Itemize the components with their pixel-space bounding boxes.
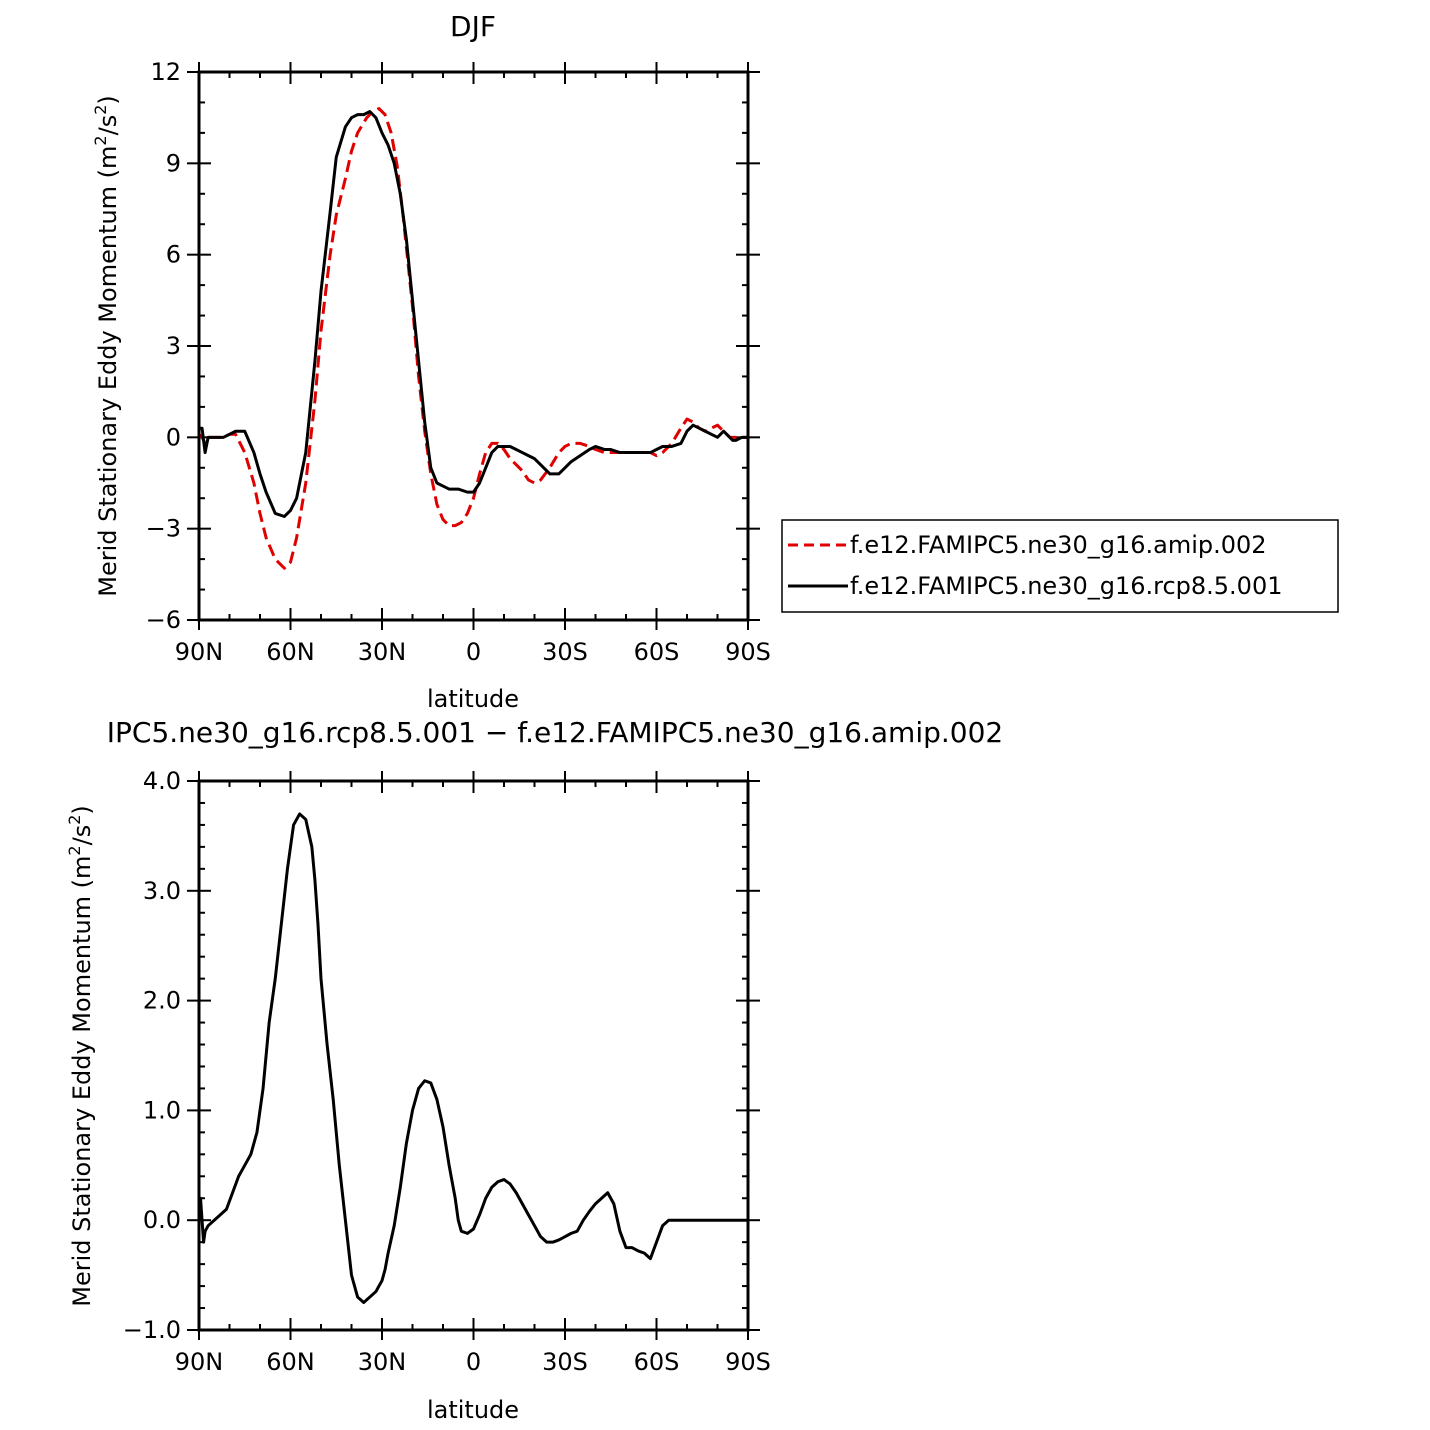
panel-difference: IPC5.ne30_g16.rcp8.5.001 − f.e12.FAMIPC5…: [65, 716, 1003, 1424]
x-tick-label: 30N: [358, 1348, 407, 1376]
x-axis-label: latitude: [427, 685, 519, 713]
tick-labels: 90N 60N 30N 0 30S 60S 90S −6 −3 0 3 6 9 12: [146, 58, 771, 666]
y-tick-label: 3.0: [143, 877, 181, 905]
y-tick-label: 0.0: [143, 1206, 181, 1234]
chart-title-difference: IPC5.ne30_g16.rcp8.5.001 − f.e12.FAMIPC5…: [107, 716, 1003, 749]
legend-box: [781, 519, 1339, 613]
y-tick-label: −3: [146, 515, 181, 543]
series-group: [197, 107, 748, 570]
y-tick-label: 6: [166, 241, 181, 269]
y-tick-label: 4.0: [143, 767, 181, 795]
x-axis-label: latitude: [427, 1396, 519, 1424]
legend-label-amip: f.e12.FAMIPC5.ne30_g16.amip.002: [850, 531, 1267, 559]
axis-ticks: [187, 62, 760, 630]
series-line-0: [197, 812, 748, 1305]
y-tick-label: −1.0: [123, 1316, 181, 1344]
tick-labels: 90N 60N 30N 0 30S 60S 90S −1.0 0.0 1.0 2.0 3.0 4.0: [123, 767, 771, 1376]
axis-ticks: [187, 771, 760, 1340]
x-tick-label: 90N: [175, 638, 224, 666]
x-tick-label: 30N: [358, 638, 407, 666]
y-tick-label: 1.0: [143, 1096, 181, 1124]
x-tick-label: 60S: [634, 638, 680, 666]
x-tick-label: 90S: [725, 638, 771, 666]
legend: f.e12.FAMIPC5.ne30_g16.amip.002 f.e12.FA…: [781, 519, 1339, 613]
legend-label-rcp: f.e12.FAMIPC5.ne30_g16.rcp8.5.001: [850, 572, 1283, 600]
series-line-0: [197, 107, 748, 570]
y-axis-label: Merid Stationary Eddy Momentum (m2/s2): [91, 95, 122, 597]
x-tick-label: 60N: [266, 1348, 315, 1376]
x-tick-label: 0: [466, 1348, 481, 1376]
plot-frame: [197, 70, 750, 622]
series-group: [197, 812, 748, 1305]
x-tick-label: 30S: [542, 638, 588, 666]
panel-djf: DJF 90N 60N 30N 0 30S 60S 90S −6 −3 0 3 6 9 12 latitu…: [91, 10, 1339, 713]
x-tick-label: 90S: [725, 1348, 771, 1376]
y-tick-label: −6: [146, 606, 181, 634]
y-axis-label: Merid Stationary Eddy Momentum (m2/s2): [65, 805, 96, 1307]
plot-frame: [197, 779, 750, 1332]
y-tick-label: 0: [166, 423, 181, 451]
x-tick-label: 60N: [266, 638, 315, 666]
x-tick-label: 90N: [175, 1348, 224, 1376]
x-tick-label: 60S: [634, 1348, 680, 1376]
chart-title: DJF: [450, 10, 496, 43]
x-tick-label: 0: [466, 638, 481, 666]
x-tick-label: 30S: [542, 1348, 588, 1376]
y-tick-label: 3: [166, 332, 181, 360]
series-line-1: [199, 110, 748, 518]
y-tick-label: 2.0: [143, 987, 181, 1015]
y-tick-label: 12: [150, 58, 181, 86]
y-tick-label: 9: [166, 149, 181, 177]
